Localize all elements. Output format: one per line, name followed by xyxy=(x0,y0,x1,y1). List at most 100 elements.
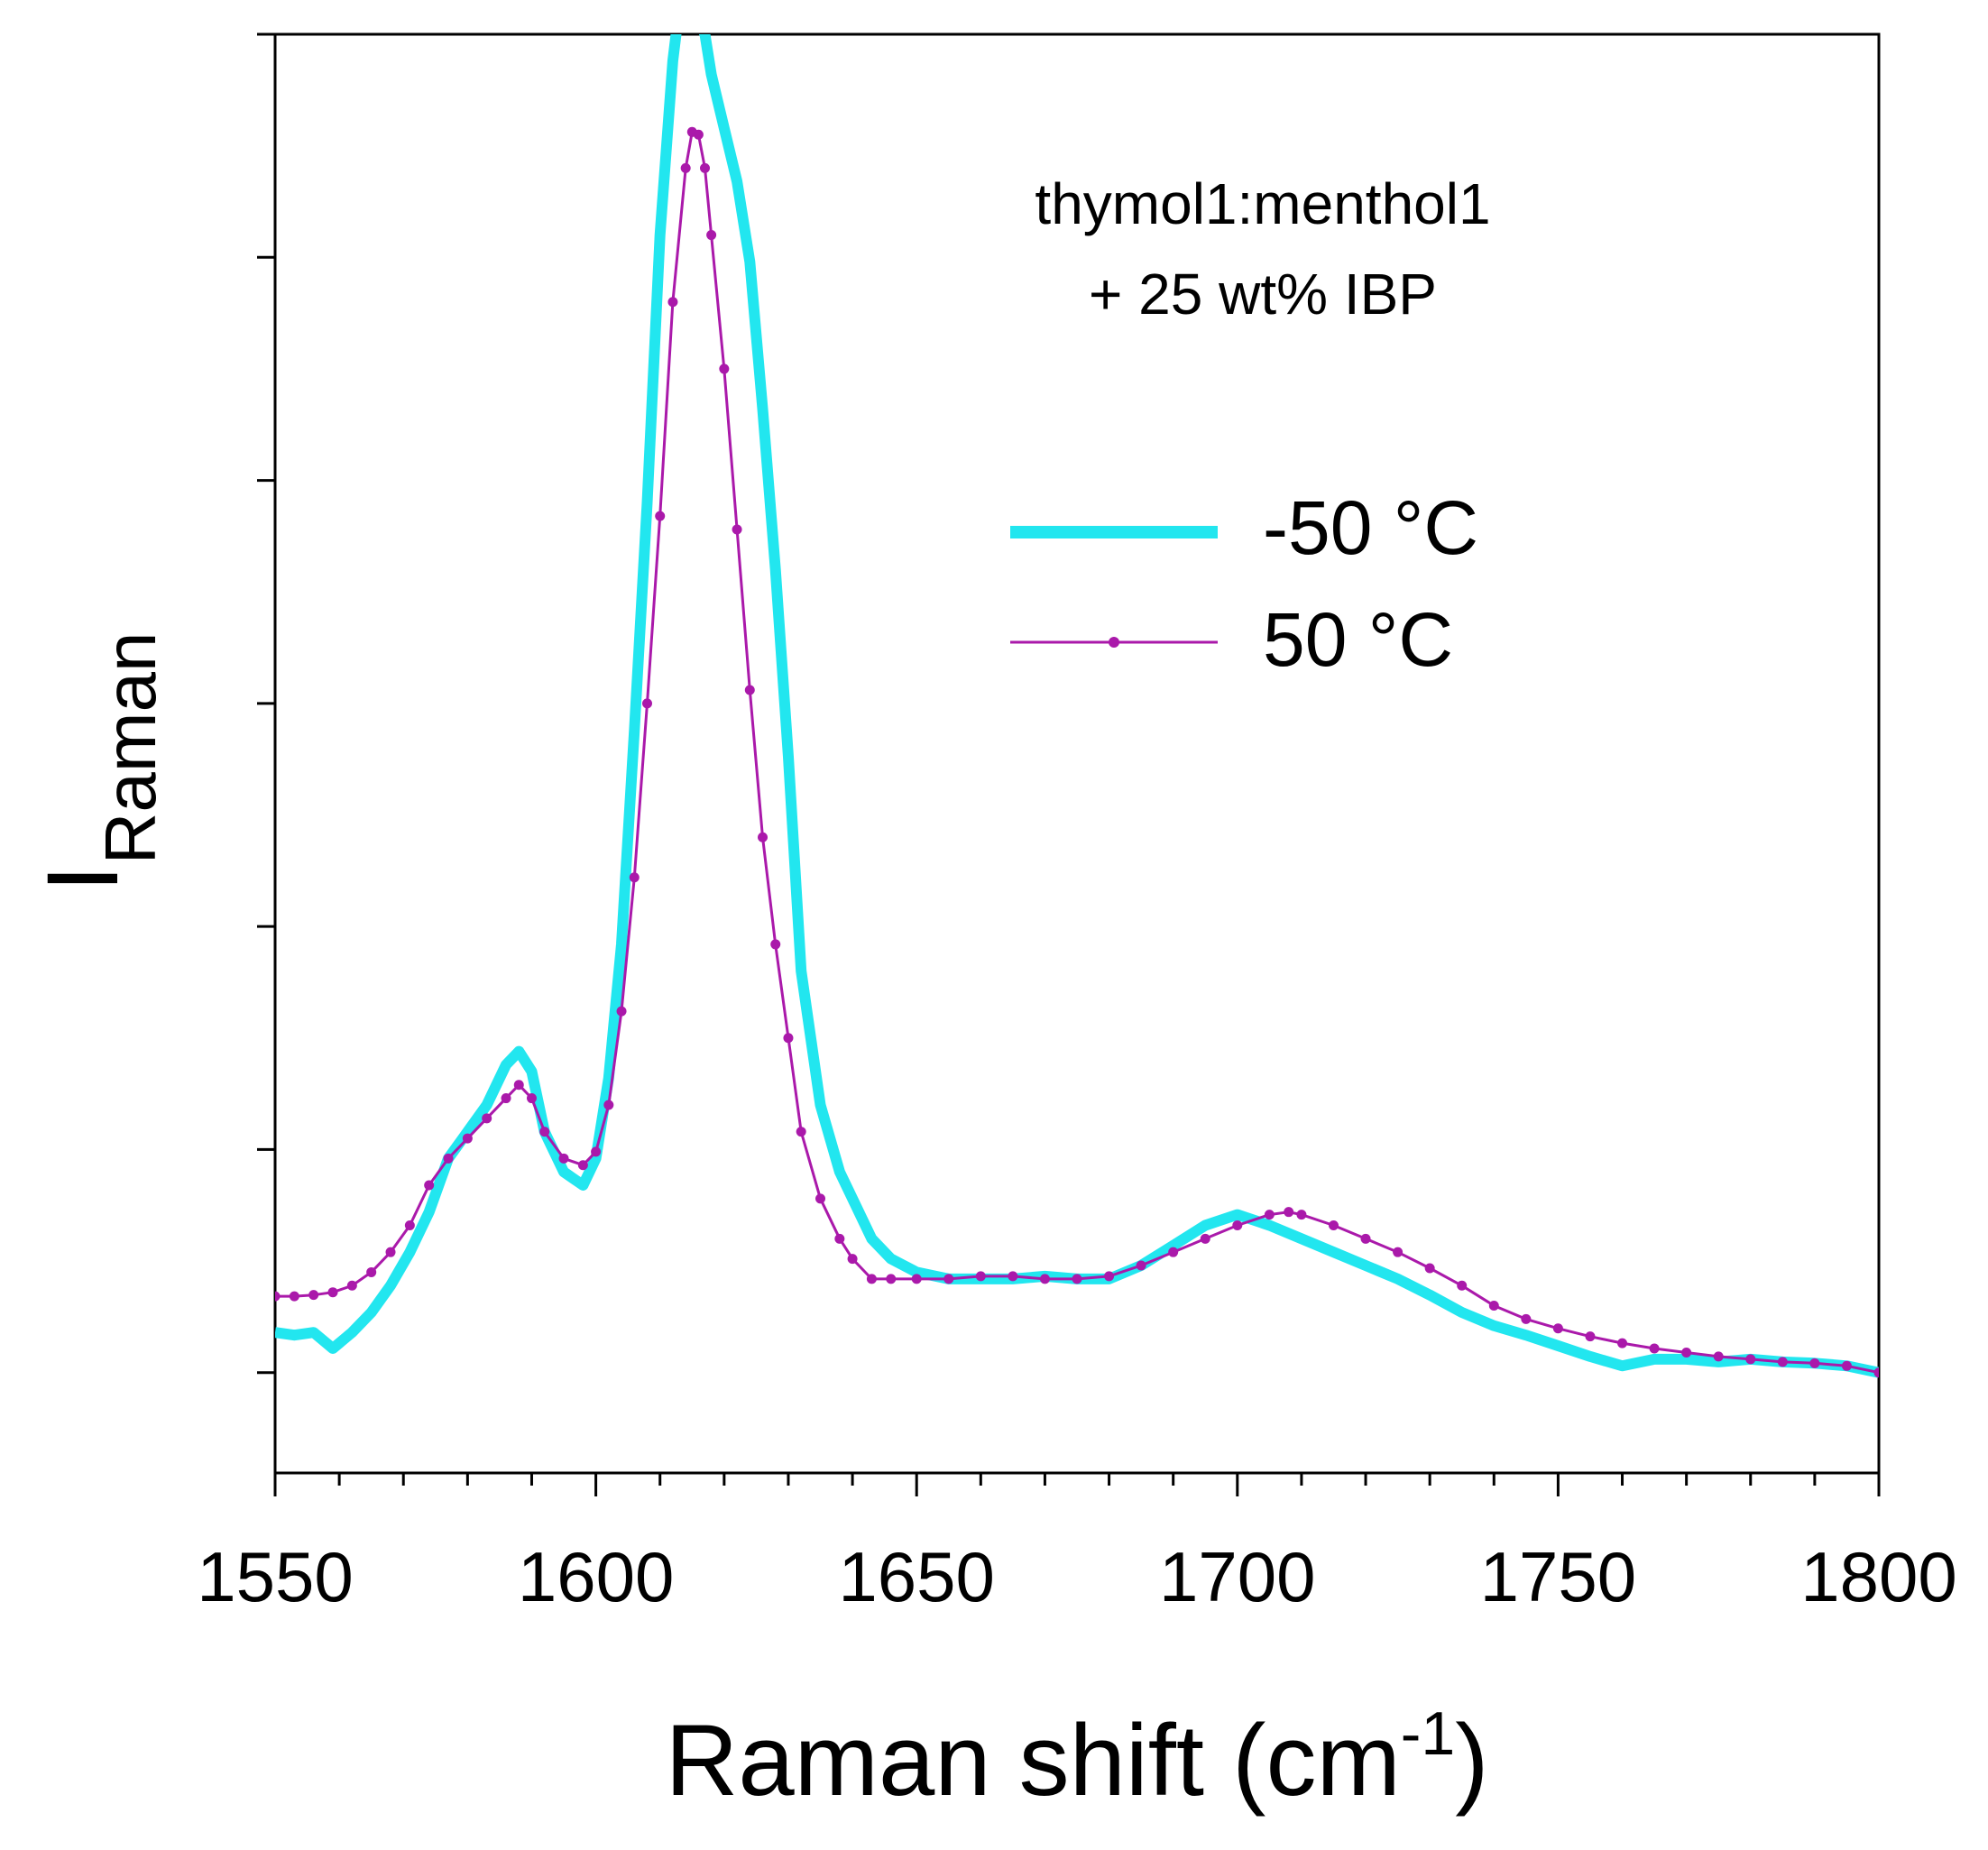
series-50-point xyxy=(1841,1360,1852,1371)
series-50-point xyxy=(783,1033,794,1044)
series-50-point xyxy=(603,1100,614,1110)
x-tick-label: 1650 xyxy=(838,1537,995,1616)
series-50-point xyxy=(513,1080,524,1091)
series-50-point xyxy=(1008,1271,1018,1282)
y-axis-ticks xyxy=(257,32,275,1375)
series-50-point xyxy=(1200,1233,1210,1244)
series-50-point xyxy=(1168,1247,1179,1257)
series-50-point xyxy=(616,1006,627,1017)
series-50-point xyxy=(1393,1247,1404,1257)
series-50-point xyxy=(1457,1280,1468,1291)
x-axis-label-close: ) xyxy=(1455,1704,1488,1817)
series-50-point xyxy=(1713,1351,1724,1362)
legend: -50 °C 50 °C xyxy=(1010,485,1478,682)
series-50-point xyxy=(1039,1274,1050,1284)
series-50-point xyxy=(558,1153,569,1164)
series-50-point xyxy=(1585,1331,1596,1342)
x-tick-label: 1550 xyxy=(197,1537,354,1616)
series-50-point xyxy=(385,1247,396,1257)
series-50-point xyxy=(680,162,691,173)
x-axis-label: Raman shift (cm-1) xyxy=(665,1699,1488,1817)
x-tick-label: 1800 xyxy=(1800,1537,1957,1616)
series-50-point xyxy=(1617,1338,1628,1348)
series-50-point xyxy=(1777,1357,1788,1367)
x-axis-label-superscript: -1 xyxy=(1401,1699,1455,1768)
series-50-point xyxy=(847,1254,858,1265)
series-50-point xyxy=(327,1287,338,1298)
x-tick-label: 1750 xyxy=(1480,1537,1637,1616)
series-50-point xyxy=(1284,1207,1294,1218)
series-50-point xyxy=(577,1160,588,1171)
series-50-point xyxy=(591,1146,602,1157)
svg-text:IRaman: IRaman xyxy=(26,631,170,892)
series-50-point xyxy=(1072,1274,1082,1284)
series-50-point xyxy=(404,1220,415,1231)
plot-frame xyxy=(273,32,1881,1475)
series-50-point xyxy=(501,1093,511,1104)
series-50-point xyxy=(1745,1354,1756,1365)
series-50-point xyxy=(366,1266,377,1277)
series-50-point xyxy=(629,872,640,883)
y-axis-label-main: I xyxy=(26,864,139,892)
series-50-point xyxy=(424,1180,435,1191)
series-50-point xyxy=(308,1290,319,1301)
series-50-point xyxy=(346,1280,357,1291)
series-50-point xyxy=(1360,1233,1371,1244)
series-50-point xyxy=(911,1274,922,1284)
series-50-point xyxy=(1521,1313,1532,1324)
series-50-point xyxy=(1681,1347,1692,1358)
series-layer xyxy=(275,34,1879,1378)
series-50-point xyxy=(719,364,730,374)
series-50-point xyxy=(1264,1210,1275,1220)
series-50-point xyxy=(758,832,769,842)
series-50-point xyxy=(796,1127,806,1137)
annotation-line-1: thymol1:menthol1 xyxy=(1035,171,1490,236)
series-50-point xyxy=(1296,1210,1307,1220)
series-50-point xyxy=(1649,1343,1660,1354)
series-50-point xyxy=(275,1291,281,1302)
series-50-point xyxy=(462,1133,473,1144)
y-axis-label: IRaman xyxy=(26,631,170,892)
y-axis-label-sub: Raman xyxy=(90,631,170,864)
series-50-point xyxy=(732,524,742,535)
series-50-point xyxy=(1873,1367,1879,1378)
x-tick-label: 1600 xyxy=(518,1537,675,1616)
legend-label-minus50: -50 °C xyxy=(1263,485,1478,570)
series-50-point xyxy=(1328,1220,1339,1231)
series-50-point xyxy=(539,1127,550,1137)
series-50-point xyxy=(482,1113,492,1124)
legend-label-50: 50 °C xyxy=(1263,597,1453,682)
series-50-point xyxy=(1136,1260,1146,1271)
series-minus50-line xyxy=(275,34,1879,1378)
series-50-point xyxy=(667,297,678,308)
series-50-point xyxy=(1232,1220,1243,1231)
series-50-line xyxy=(275,130,1879,1375)
x-tick-label: 1700 xyxy=(1159,1537,1316,1616)
series-50-point xyxy=(770,939,781,950)
series-50-point xyxy=(289,1291,299,1302)
series-50-point xyxy=(1809,1358,1820,1368)
series-50-point xyxy=(1424,1263,1435,1274)
series-50-point xyxy=(975,1271,986,1282)
series-50-point xyxy=(1488,1301,1499,1312)
plot-area: 1550 1600 1650 1700 1750 1800 xyxy=(197,32,1957,1616)
x-axis-label-text: Raman shift (cm xyxy=(665,1704,1400,1817)
series-50-point xyxy=(834,1233,845,1244)
series-50-point xyxy=(1552,1323,1563,1334)
series-50-point xyxy=(655,511,666,521)
series-50-point xyxy=(866,1274,877,1284)
series-50-point xyxy=(815,1193,826,1204)
series-50-point xyxy=(700,162,711,173)
series-50-point xyxy=(943,1274,954,1284)
annotation-line-2: + 25 wt% IBP xyxy=(1089,262,1437,327)
series-50-point xyxy=(693,129,704,140)
series-50-point xyxy=(706,230,717,241)
legend-marker-50 xyxy=(1109,637,1119,648)
series-50-point xyxy=(443,1153,454,1164)
series-50-point xyxy=(641,698,652,709)
series-50-point xyxy=(744,685,755,695)
x-axis-ticks: 1550 1600 1650 1700 1750 1800 xyxy=(197,1473,1957,1616)
series-50-point xyxy=(526,1093,537,1104)
series-50-point xyxy=(886,1274,897,1284)
